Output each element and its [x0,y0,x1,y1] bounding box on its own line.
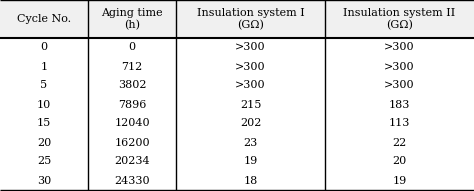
Text: Aging time
(h): Aging time (h) [101,8,163,30]
Text: 202: 202 [240,118,261,129]
Text: 10: 10 [37,100,51,109]
Text: 0: 0 [128,43,136,53]
Bar [88,152,176,171]
Text: 113: 113 [389,118,410,129]
Bar [325,57,474,76]
Text: 20: 20 [392,156,407,167]
Text: >300: >300 [235,62,266,71]
Text: 215: 215 [240,100,261,109]
Text: Cycle No.: Cycle No. [17,14,71,24]
Text: 712: 712 [121,62,143,71]
Text: 15: 15 [37,118,51,129]
Text: 30: 30 [37,176,51,185]
Bar [0,0,88,38]
Bar [325,76,474,95]
Bar [325,114,474,133]
Text: 20: 20 [37,138,51,147]
Bar [88,95,176,114]
Bar [88,133,176,152]
Bar [176,38,325,57]
Bar [0,57,88,76]
Bar [0,76,88,95]
Text: 7896: 7896 [118,100,146,109]
Text: 183: 183 [389,100,410,109]
Text: 22: 22 [392,138,407,147]
Bar [325,152,474,171]
Bar [0,152,88,171]
Bar [176,152,325,171]
Bar [88,76,176,95]
Bar [176,57,325,76]
Text: >300: >300 [384,62,415,71]
Bar [176,0,325,38]
Bar [176,114,325,133]
Text: 19: 19 [392,176,407,185]
Text: 0: 0 [40,43,47,53]
Bar [176,133,325,152]
Text: 20234: 20234 [114,156,150,167]
Bar [0,171,88,190]
Bar [0,114,88,133]
Text: >300: >300 [235,43,266,53]
Text: 1: 1 [40,62,47,71]
Bar [325,95,474,114]
Text: Insulation system II
(GΩ): Insulation system II (GΩ) [343,8,456,30]
Text: 23: 23 [243,138,258,147]
Bar [88,38,176,57]
Bar [88,171,176,190]
Bar [325,133,474,152]
Bar [0,38,88,57]
Text: 5: 5 [40,80,47,91]
Bar [325,0,474,38]
Bar [325,38,474,57]
Text: 24330: 24330 [114,176,150,185]
Bar [176,76,325,95]
Bar [88,114,176,133]
Bar [176,171,325,190]
Bar [88,57,176,76]
Text: >300: >300 [235,80,266,91]
Text: Insulation system I
(GΩ): Insulation system I (GΩ) [197,8,304,30]
Text: 16200: 16200 [114,138,150,147]
Bar [325,171,474,190]
Text: 18: 18 [243,176,258,185]
Bar [0,133,88,152]
Text: 3802: 3802 [118,80,146,91]
Text: 25: 25 [37,156,51,167]
Text: 12040: 12040 [114,118,150,129]
Bar [176,95,325,114]
Text: 19: 19 [243,156,258,167]
Text: >300: >300 [384,80,415,91]
Text: >300: >300 [384,43,415,53]
Bar [88,0,176,38]
Bar [0,95,88,114]
